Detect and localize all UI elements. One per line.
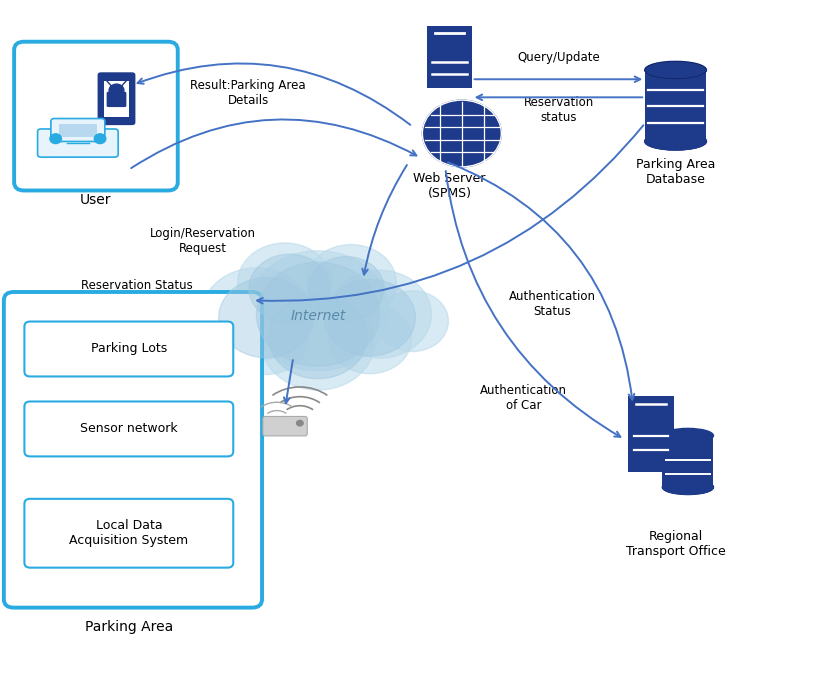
FancyBboxPatch shape [51,119,105,142]
Text: Parking Area: Parking Area [85,620,173,634]
Circle shape [191,292,266,357]
Text: Reservation Status: Reservation Status [81,279,193,292]
Circle shape [224,303,309,375]
Circle shape [328,270,431,358]
Text: Sensor network: Sensor network [80,422,177,436]
Ellipse shape [662,429,714,443]
Circle shape [422,100,502,167]
Text: Regional
Transport Office: Regional Transport Office [625,530,725,558]
Circle shape [50,134,61,144]
FancyBboxPatch shape [14,42,177,191]
FancyBboxPatch shape [104,81,129,117]
Ellipse shape [662,480,714,494]
Circle shape [262,294,375,390]
Text: Authentication
Status: Authentication Status [509,290,596,318]
Circle shape [219,278,314,357]
Circle shape [376,291,449,352]
Text: Login/Reservation
Request: Login/Reservation Request [150,228,256,255]
FancyBboxPatch shape [25,322,233,376]
FancyBboxPatch shape [427,40,472,88]
FancyBboxPatch shape [38,129,118,157]
FancyBboxPatch shape [25,499,233,567]
Circle shape [94,134,106,144]
Circle shape [305,244,397,321]
Text: User: User [80,193,111,207]
FancyBboxPatch shape [106,91,126,107]
Circle shape [328,304,412,373]
FancyBboxPatch shape [263,417,307,436]
Circle shape [201,268,311,361]
FancyBboxPatch shape [4,292,262,608]
FancyBboxPatch shape [25,401,233,456]
Text: Reservation
status: Reservation status [524,96,594,124]
Circle shape [257,262,380,366]
Bar [645,70,706,141]
Circle shape [249,254,330,323]
Circle shape [247,251,389,371]
Text: Query/Update: Query/Update [517,50,601,64]
Text: Parking Lots: Parking Lots [91,343,167,355]
Circle shape [296,420,303,426]
Text: Local Data
Acquisition System: Local Data Acquisition System [69,519,188,547]
Bar [662,436,714,487]
FancyBboxPatch shape [629,396,673,412]
Text: Authentication
of Car: Authentication of Car [480,384,567,412]
FancyBboxPatch shape [97,73,135,125]
Ellipse shape [645,61,706,79]
Ellipse shape [645,133,706,150]
Circle shape [309,257,384,320]
Circle shape [109,84,124,96]
FancyBboxPatch shape [629,412,673,472]
Ellipse shape [662,480,714,494]
Circle shape [238,243,332,323]
FancyBboxPatch shape [59,124,97,137]
Circle shape [324,279,415,356]
Ellipse shape [645,133,706,150]
Text: Result:Parking Area
Details: Result:Parking Area Details [191,79,306,107]
Circle shape [269,296,367,379]
Text: Internet: Internet [290,309,346,322]
Text: Parking Area
Database: Parking Area Database [636,158,715,186]
Text: Web Server
(SPMS): Web Server (SPMS) [413,172,486,200]
FancyBboxPatch shape [427,26,472,40]
